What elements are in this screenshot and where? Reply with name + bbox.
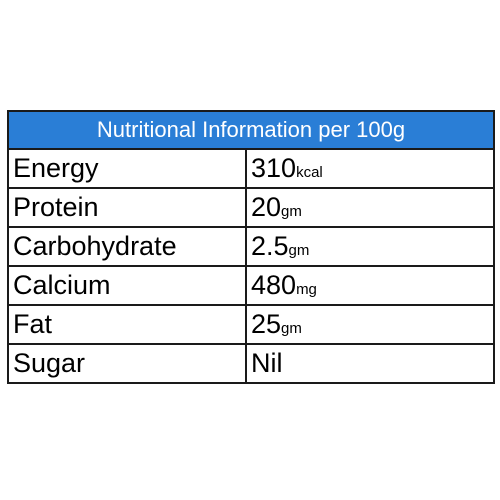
nutrient-unit: gm [288,242,310,259]
nutrient-unit: kcal [296,164,323,181]
table-header-row: Nutritional Information per 100g [6,110,496,150]
table-row: Fat 25gm [7,304,496,345]
table-row: Calcium 480mg [7,265,496,306]
nutrient-amount: 310kcal [244,148,496,189]
nutrient-name: Carbohydrate [7,226,247,267]
nutrient-value: 25 [251,309,282,339]
nutrient-value: 20 [251,192,282,222]
nutrient-value: Nil [251,348,283,378]
nutrient-name: Calcium [7,265,247,306]
nutrition-table: Nutritional Information per 100g Energy … [6,110,496,384]
nutrient-amount: 20gm [244,187,496,228]
nutrient-value: 310 [251,153,297,183]
nutrient-name: Energy [7,148,247,189]
nutrient-name: Protein [7,187,247,228]
table-row: Sugar Nil [7,343,496,384]
nutrient-amount: 480mg [244,265,496,306]
table-title: Nutritional Information per 100g [6,110,496,150]
table-row: Carbohydrate 2.5gm [7,226,496,267]
nutrient-value: 2.5 [251,231,289,261]
nutrient-unit: gm [281,203,302,220]
nutrient-amount: 2.5gm [244,226,496,267]
nutrient-amount: 25gm [244,304,496,345]
table-row: Energy 310kcal [7,148,496,189]
nutrient-unit: gm [281,320,302,337]
nutrient-amount: Nil [244,343,496,384]
nutrient-value: 480 [251,270,297,300]
table-row: Protein 20gm [7,187,496,228]
nutrient-name: Sugar [7,343,247,384]
nutrient-name: Fat [7,304,247,345]
nutrient-unit: mg [296,281,317,298]
